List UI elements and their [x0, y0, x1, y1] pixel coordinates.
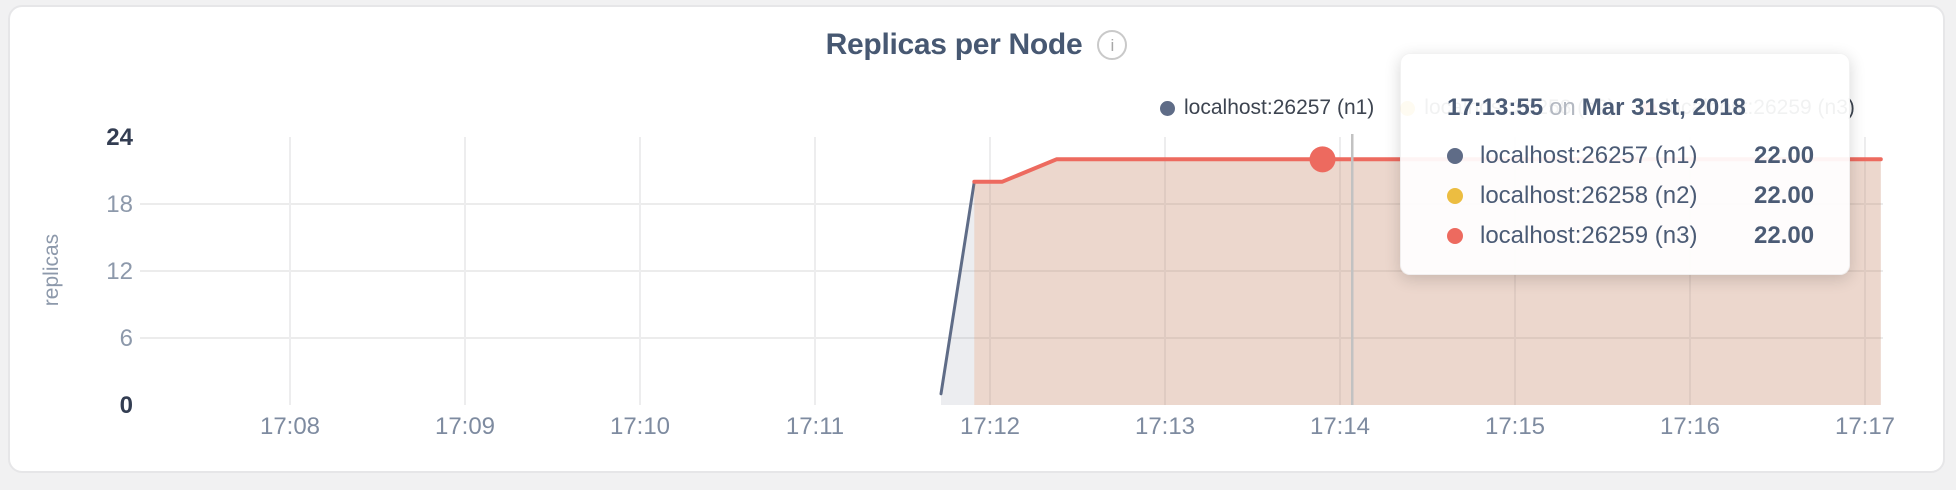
x-tick-label: 17:10 — [610, 413, 670, 440]
y-tick-label: 24 — [106, 124, 133, 151]
x-tick-label: 17:16 — [1660, 413, 1720, 440]
tooltip-series-dot-icon — [1447, 228, 1463, 244]
x-tick-label: 17:08 — [260, 413, 320, 440]
y-tick-label: 18 — [106, 191, 133, 218]
x-tick-label: 17:11 — [786, 413, 844, 440]
tooltip-series-row: localhost:26259 (n3) 22.00 — [1447, 216, 1849, 256]
tooltip-series-dot-icon — [1447, 148, 1463, 164]
legend-item-n1[interactable]: localhost:26257 (n1) — [1160, 96, 1374, 120]
tooltip-on-word: on — [1549, 94, 1576, 121]
tooltip-series-name: localhost:26258 (n2) — [1480, 182, 1698, 209]
hover-tooltip: 17:13:55 on Mar 31st, 2018 localhost:26257… — [1400, 53, 1850, 275]
x-tick-label: 17:09 — [435, 413, 495, 440]
tooltip-date: Mar 31st, 2018 — [1581, 94, 1746, 121]
legend-label: localhost:26257 (n1) — [1184, 96, 1375, 119]
tooltip-header: 17:13:55 on Mar 31st, 2018 — [1447, 94, 1849, 122]
info-icon-glyph: i — [1110, 35, 1115, 55]
tooltip-series-value: 22.00 — [1754, 222, 1815, 249]
tooltip-rows: localhost:26257 (n1) 22.00 localhost:26258… — [1447, 136, 1849, 256]
tooltip-series-name: localhost:26257 (n1) — [1480, 142, 1698, 169]
legend-dot-icon — [1160, 100, 1175, 116]
info-icon[interactable]: i — [1097, 30, 1128, 60]
x-tick-label: 17:14 — [1310, 413, 1370, 440]
tooltip-series-dot-icon — [1447, 188, 1463, 204]
x-tick-label: 17:12 — [960, 413, 1020, 440]
x-tick-label: 17:17 — [1835, 413, 1895, 440]
hover-dot — [1309, 146, 1336, 173]
tooltip-series-value: 22.00 — [1754, 182, 1815, 209]
tooltip-series-row: localhost:26258 (n2) 22.00 — [1447, 176, 1849, 216]
y-tick-label: 0 — [120, 392, 133, 419]
tooltip-time: 17:13:55 — [1447, 94, 1544, 121]
x-tick-label: 17:13 — [1135, 413, 1195, 440]
y-tick-label: 6 — [120, 325, 133, 352]
tooltip-series-row: localhost:26257 (n1) 22.00 — [1447, 136, 1849, 176]
y-tick-label: 12 — [106, 258, 133, 285]
tooltip-series-value: 22.00 — [1754, 142, 1815, 169]
tooltip-series-name: localhost:26259 (n3) — [1480, 222, 1698, 249]
x-tick-label: 17:15 — [1485, 413, 1545, 440]
